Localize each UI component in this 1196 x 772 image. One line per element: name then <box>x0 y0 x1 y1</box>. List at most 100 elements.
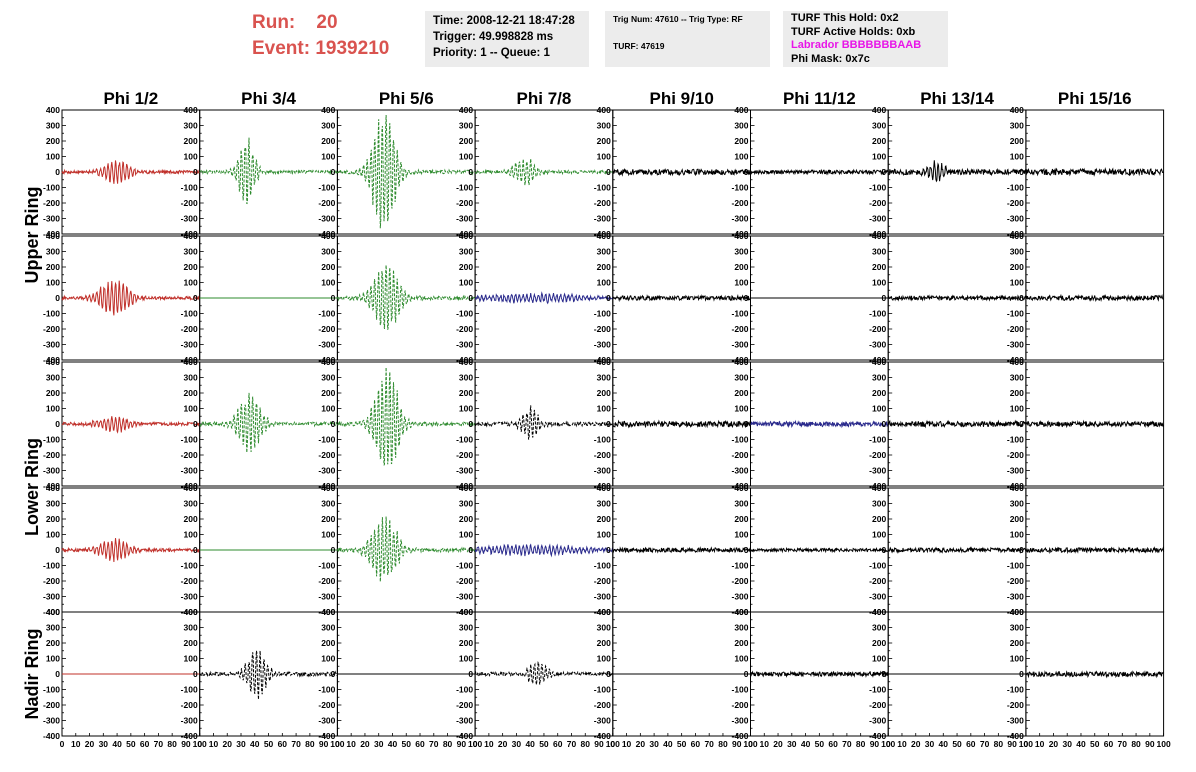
y-tick-label: 300 <box>597 623 611 633</box>
y-tick-label: -400 <box>43 607 60 617</box>
y-tick-label: -400 <box>318 229 335 239</box>
x-tick-label: 0 <box>60 739 65 749</box>
y-tick-label: 400 <box>321 231 335 241</box>
y-tick-label: -300 <box>1007 716 1024 726</box>
y-tick-label: -200 <box>181 700 198 710</box>
trig-num-text: Trig Num: 47610 -- Trig Type: RF <box>613 14 743 24</box>
y-tick-label: 300 <box>184 247 198 257</box>
x-tick-label: 50 <box>952 739 962 749</box>
y-tick-label: 100 <box>459 654 473 664</box>
x-tick-label: 0 <box>335 739 340 749</box>
x-tick-label: 40 <box>112 739 122 749</box>
y-tick-label: 400 <box>872 357 886 367</box>
y-tick-label: 100 <box>872 654 886 664</box>
column-header: Phi 15/16 <box>1058 89 1132 108</box>
y-tick-label: 400 <box>459 607 473 617</box>
y-tick-label: 0 <box>331 545 336 555</box>
y-tick-label: -200 <box>181 324 198 334</box>
turf-this-hold-text: TURF This Hold: 0x2 <box>791 12 899 24</box>
y-tick-label: 200 <box>184 388 198 398</box>
x-tick-label: 10 <box>71 739 81 749</box>
x-tick-label: 80 <box>718 739 728 749</box>
y-tick-label: -100 <box>731 685 748 695</box>
waveform-trace <box>612 419 751 429</box>
y-tick-label: -300 <box>731 340 748 350</box>
y-tick-label: 0 <box>55 545 60 555</box>
x-tick-label: 100 <box>1019 739 1033 749</box>
y-tick-label: 0 <box>606 669 611 679</box>
x-tick-label: 10 <box>760 739 770 749</box>
y-tick-label: 200 <box>46 388 60 398</box>
x-tick-label: 90 <box>457 739 467 749</box>
y-tick-label: -300 <box>1007 466 1024 476</box>
y-tick-label: 200 <box>46 638 60 648</box>
waveform-trace <box>474 543 614 558</box>
x-tick-label: 20 <box>360 739 370 749</box>
y-tick-label: -100 <box>318 435 335 445</box>
x-tick-label: 0 <box>1024 739 1029 749</box>
y-tick-label: -200 <box>181 450 198 460</box>
y-tick-label: -400 <box>869 229 886 239</box>
x-tick-label: 80 <box>167 739 177 749</box>
y-tick-label: 100 <box>872 278 886 288</box>
y-tick-label: -100 <box>43 685 60 695</box>
y-tick-label: -200 <box>731 324 748 334</box>
y-tick-label: -200 <box>594 198 611 208</box>
labrador-text: Labrador BBBBBBBAAB <box>791 39 922 51</box>
y-tick-label: -100 <box>1007 309 1024 319</box>
x-tick-label: 60 <box>415 739 425 749</box>
y-tick-label: -400 <box>731 355 748 365</box>
y-tick-label: 0 <box>193 293 198 303</box>
x-tick-label: 90 <box>594 739 604 749</box>
y-tick-label: -100 <box>318 561 335 571</box>
y-tick-label: -300 <box>456 466 473 476</box>
y-tick-label: -200 <box>1007 576 1024 586</box>
y-tick-label: 300 <box>734 247 748 257</box>
y-tick-label: -400 <box>456 731 473 741</box>
y-tick-label: 200 <box>459 638 473 648</box>
y-tick-label: 400 <box>1010 231 1024 241</box>
y-tick-label: 0 <box>881 669 886 679</box>
y-tick-label: 400 <box>1010 483 1024 493</box>
y-tick-label: -400 <box>731 731 748 741</box>
waveform-trace <box>750 546 889 554</box>
x-tick-label: 0 <box>197 739 202 749</box>
y-tick-label: -400 <box>318 355 335 365</box>
event-row: Event: 1939210 <box>252 36 389 62</box>
y-tick-label: -100 <box>43 309 60 319</box>
y-tick-label: 0 <box>606 545 611 555</box>
y-tick-label: -100 <box>318 183 335 193</box>
y-tick-label: -100 <box>869 183 886 193</box>
y-tick-label: -400 <box>594 229 611 239</box>
y-tick-label: 300 <box>459 247 473 257</box>
x-tick-label: 70 <box>154 739 164 749</box>
y-tick-label: -300 <box>731 214 748 224</box>
y-tick-label: 300 <box>459 623 473 633</box>
y-tick-label: 0 <box>1019 419 1024 429</box>
y-tick-label: 200 <box>734 388 748 398</box>
x-tick-label: 70 <box>291 739 301 749</box>
x-tick-label: 100 <box>330 739 344 749</box>
x-tick-label: 100 <box>606 739 620 749</box>
y-tick-label: -200 <box>456 198 473 208</box>
y-tick-label: -300 <box>181 466 198 476</box>
y-tick-label: -400 <box>594 481 611 491</box>
y-tick-label: -300 <box>594 214 611 224</box>
y-tick-label: -300 <box>869 214 886 224</box>
y-tick-label: 200 <box>321 136 335 146</box>
y-tick-label: 100 <box>459 278 473 288</box>
y-tick-label: -300 <box>1007 214 1024 224</box>
y-tick-label: 300 <box>184 121 198 131</box>
x-tick-label: 30 <box>1062 739 1072 749</box>
y-tick-label: -400 <box>181 355 198 365</box>
waveform-trace <box>612 546 751 554</box>
priority-text: Priority: 1 -- Queue: 1 <box>433 47 550 59</box>
x-tick-label: 80 <box>994 739 1004 749</box>
y-tick-label: -100 <box>731 561 748 571</box>
y-tick-label: -300 <box>318 340 335 350</box>
x-tick-label: 30 <box>236 739 246 749</box>
run-row: Run: 20 <box>252 10 389 36</box>
panel-frame <box>474 109 614 235</box>
y-tick-label: -200 <box>318 324 335 334</box>
y-tick-label: -200 <box>1007 324 1024 334</box>
